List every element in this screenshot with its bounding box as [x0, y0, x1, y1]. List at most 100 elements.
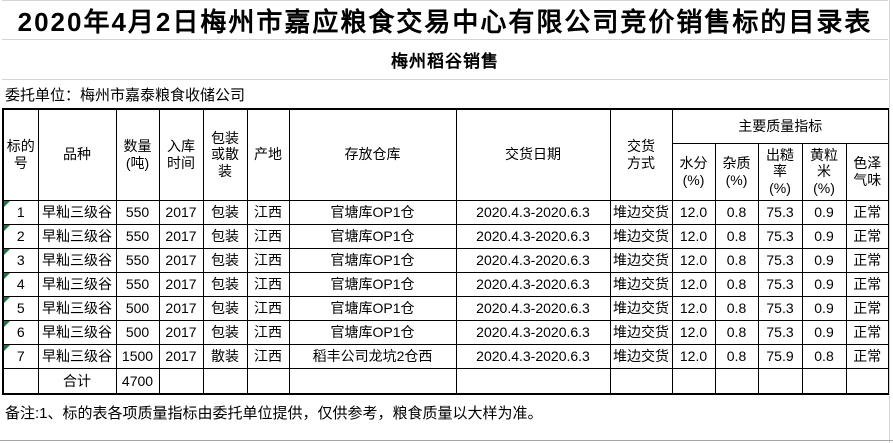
packing-cell: 包装: [202, 295, 248, 321]
lot-no: 3: [16, 252, 25, 268]
warehouse-cell: 官塘库OP1仓: [288, 271, 457, 297]
delivery-date-cell: 2020.4.3-2020.6.3: [455, 199, 611, 225]
delivery-method-cell: 堆边交货: [609, 247, 673, 273]
total-empty-cell: [801, 367, 847, 395]
delivery-method-cell: 堆边交货: [609, 199, 673, 225]
total-empty-cell: [455, 367, 611, 395]
moisture-cell: 12.0: [671, 295, 716, 321]
lot-no: 6: [16, 324, 25, 340]
table-row: 1 早籼三级谷 550 2017 包装 江西 官塘库OP1仓 2020.4.3-…: [2, 199, 890, 225]
delivery-date-cell: 2020.4.3-2020.6.3: [455, 319, 611, 345]
brown-rice-rate-cell: 75.3: [757, 319, 803, 345]
total-empty-cell: [288, 367, 457, 395]
lot-no: 7: [16, 348, 25, 364]
lot-no-cell: 6: [2, 319, 39, 345]
header-color-odor: 色泽 气味: [845, 142, 890, 201]
quantity-cell: 1500: [115, 343, 160, 369]
packing-cell: 包装: [202, 199, 248, 225]
excel-flag-triangle-icon: [4, 273, 10, 279]
delivery-date-cell: 2020.4.3-2020.6.3: [455, 271, 611, 297]
header-brown-rice-rate: 出糙 率 (%): [757, 142, 803, 201]
total-empty-cell: [671, 367, 716, 395]
impurity-cell: 0.8: [714, 247, 759, 273]
origin-cell: 江西: [246, 247, 290, 273]
header-yellow-grain: 黄粒 米 (%): [801, 142, 847, 201]
total-empty-cell: [202, 367, 248, 395]
yellow-grain-cell: 0.9: [801, 199, 847, 225]
storage-time-cell: 2017: [158, 319, 204, 345]
lot-no-cell: 4: [2, 271, 39, 297]
lot-no: 2: [16, 228, 25, 244]
moisture-cell: 12.0: [671, 247, 716, 273]
quantity-cell: 500: [115, 319, 160, 345]
brown-rice-rate-cell: 75.9: [757, 343, 803, 369]
table-row: 6 早籼三级谷 500 2017 包装 江西 官塘库OP1仓 2020.4.3-…: [2, 319, 890, 345]
quantity-cell: 550: [115, 223, 160, 249]
warehouse-cell: 稻丰公司龙坑2仓西: [288, 343, 457, 369]
warehouse-cell: 官塘库OP1仓: [288, 319, 457, 345]
storage-time-cell: 2017: [158, 199, 204, 225]
color-odor-cell: 正常: [845, 271, 890, 297]
table-row: 2 早籼三级谷 550 2017 包装 江西 官塘库OP1仓 2020.4.3-…: [2, 223, 890, 249]
total-empty-cell: [845, 367, 890, 395]
variety-cell: 早籼三级谷: [37, 319, 117, 345]
delivery-method-cell: 堆边交货: [609, 223, 673, 249]
brown-rice-rate-cell: 75.3: [757, 223, 803, 249]
delivery-method-cell: 堆边交货: [609, 319, 673, 345]
sheet-bottom-edge-line: [0, 440, 893, 441]
consignor-line: 委托单位：梅州市嘉泰粮食收储公司: [5, 86, 246, 104]
moisture-cell: 12.0: [671, 223, 716, 249]
lot-no: 4: [16, 276, 25, 292]
excel-flag-triangle-icon: [4, 297, 10, 303]
header-delivery-method: 交货 方式: [609, 108, 673, 201]
header-storage-time: 入库 时间: [158, 108, 204, 201]
header-variety: 品种: [37, 108, 117, 201]
storage-time-cell: 2017: [158, 247, 204, 273]
delivery-date-cell: 2020.4.3-2020.6.3: [455, 343, 611, 369]
delivery-method-cell: 堆边交货: [609, 271, 673, 297]
header-delivery-date: 交货日期: [455, 108, 611, 201]
table-row: 3 早籼三级谷 550 2017 包装 江西 官塘库OP1仓 2020.4.3-…: [2, 247, 890, 273]
storage-time-cell: 2017: [158, 223, 204, 249]
sheet: 2020年4月2日梅州市嘉应粮食交易中心有限公司竞价销售标的目录表 梅州稻谷销售…: [2, 0, 891, 429]
page-title: 2020年4月2日梅州市嘉应粮食交易中心有限公司竞价销售标的目录表: [2, 0, 888, 40]
delivery-date-cell: 2020.4.3-2020.6.3: [455, 247, 611, 273]
total-empty-cell: [246, 367, 290, 395]
color-odor-cell: 正常: [845, 343, 890, 369]
packing-cell: 包装: [202, 271, 248, 297]
origin-cell: 江西: [246, 271, 290, 297]
excel-flag-triangle-icon: [4, 321, 10, 327]
moisture-cell: 12.0: [671, 271, 716, 297]
header-quality-group: 主要质量指标: [671, 108, 890, 144]
total-empty-lot-cell: [2, 367, 39, 395]
moisture-cell: 12.0: [671, 199, 716, 225]
storage-time-cell: 2017: [158, 271, 204, 297]
color-odor-cell: 正常: [845, 319, 890, 345]
lot-no-cell: 2: [2, 223, 39, 249]
footnote: 备注:1、标的表各项质量指标由委托单位提供，仅供参考，粮食质量以大样为准。: [5, 404, 543, 422]
header-origin: 产地: [246, 108, 290, 201]
yellow-grain-cell: 0.9: [801, 319, 847, 345]
yellow-grain-cell: 0.9: [801, 271, 847, 297]
origin-cell: 江西: [246, 319, 290, 345]
warehouse-cell: 官塘库OP1仓: [288, 247, 457, 273]
storage-time-cell: 2017: [158, 343, 204, 369]
brown-rice-rate-cell: 75.3: [757, 247, 803, 273]
brown-rice-rate-cell: 75.3: [757, 271, 803, 297]
header-warehouse: 存放仓库: [288, 108, 457, 201]
packing-cell: 包装: [202, 247, 248, 273]
quantity-cell: 550: [115, 199, 160, 225]
delivery-date-cell: 2020.4.3-2020.6.3: [455, 223, 611, 249]
table-row: 5 早籼三级谷 500 2017 包装 江西 官塘库OP1仓 2020.4.3-…: [2, 295, 890, 321]
warehouse-cell: 官塘库OP1仓: [288, 223, 457, 249]
lot-no-cell: 7: [2, 343, 39, 369]
storage-time-cell: 2017: [158, 295, 204, 321]
header-lot-no: 标的 号: [2, 108, 39, 201]
variety-cell: 早籼三级谷: [37, 247, 117, 273]
yellow-grain-cell: 0.8: [801, 343, 847, 369]
quantity-cell: 550: [115, 247, 160, 273]
impurity-cell: 0.8: [714, 223, 759, 249]
delivery-date-cell: 2020.4.3-2020.6.3: [455, 295, 611, 321]
origin-cell: 江西: [246, 199, 290, 225]
